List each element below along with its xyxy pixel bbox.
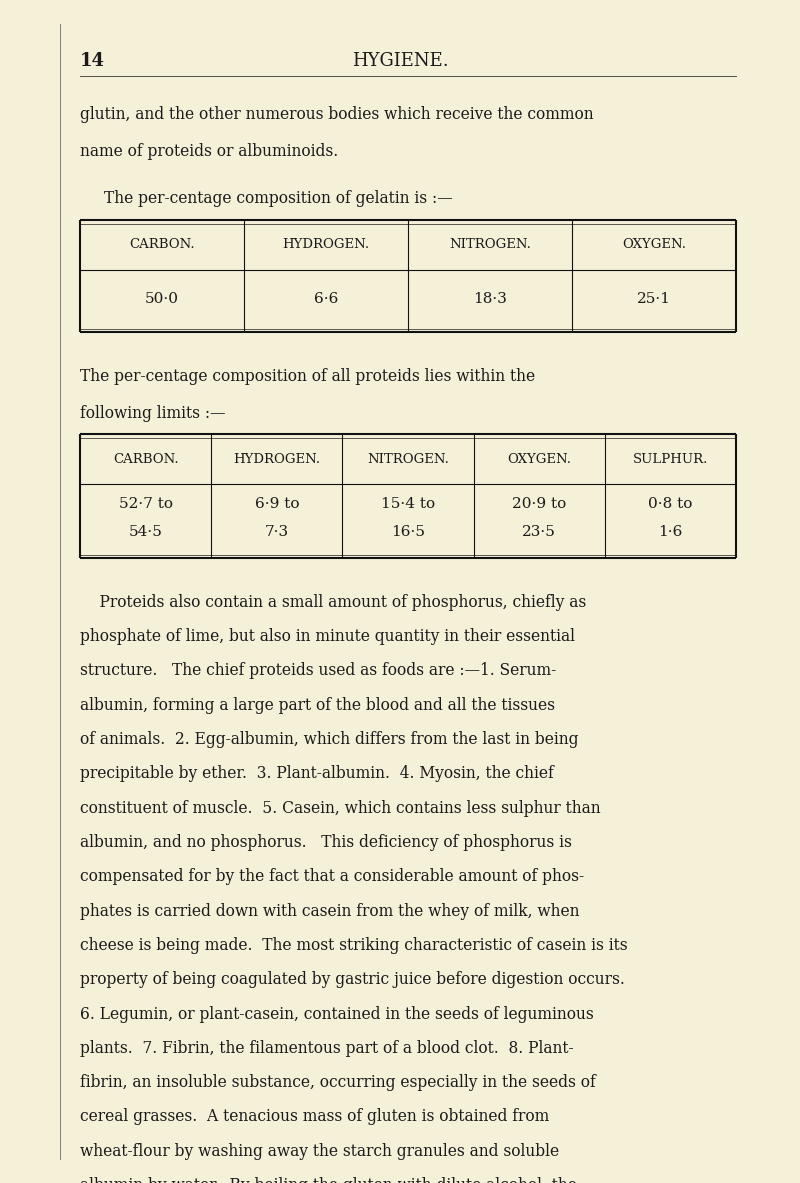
Text: HYDROGEN.: HYDROGEN. (282, 239, 370, 251)
Text: compensated for by the fact that a considerable amount of phos-: compensated for by the fact that a consi… (80, 868, 584, 885)
Text: 23·5: 23·5 (522, 525, 556, 539)
Text: NITROGEN.: NITROGEN. (449, 239, 531, 251)
Text: NITROGEN.: NITROGEN. (367, 453, 449, 465)
Text: Proteids also contain a small amount of phosphorus, chiefly as: Proteids also contain a small amount of … (80, 594, 586, 610)
Text: cereal grasses.  A tenacious mass of gluten is obtained from: cereal grasses. A tenacious mass of glut… (80, 1108, 550, 1125)
Text: SULPHUR.: SULPHUR. (633, 453, 708, 465)
Text: 6. Legumin, or plant-casein, contained in the seeds of leguminous: 6. Legumin, or plant-casein, contained i… (80, 1006, 594, 1022)
Text: 7·3: 7·3 (265, 525, 289, 539)
Text: constituent of muscle.  5. Casein, which contains less sulphur than: constituent of muscle. 5. Casein, which … (80, 800, 601, 816)
Text: 18·3: 18·3 (473, 292, 507, 306)
Text: phates is carried down with casein from the whey of milk, when: phates is carried down with casein from … (80, 903, 579, 919)
Text: 6·6: 6·6 (314, 292, 338, 306)
Text: wheat-flour by washing away the starch granules and soluble: wheat-flour by washing away the starch g… (80, 1143, 559, 1159)
Text: CARBON.: CARBON. (129, 239, 195, 251)
Text: 6·9 to: 6·9 to (254, 497, 299, 511)
Text: fibrin, an insoluble substance, occurring especially in the seeds of: fibrin, an insoluble substance, occurrin… (80, 1074, 596, 1091)
Text: plants.  7. Fibrin, the filamentous part of a blood clot.  8. Plant-: plants. 7. Fibrin, the filamentous part … (80, 1040, 574, 1056)
Text: 0·8 to: 0·8 to (648, 497, 693, 511)
Text: following limits :—: following limits :— (80, 405, 226, 421)
Text: of animals.  2. Egg-albumin, which differs from the last in being: of animals. 2. Egg-albumin, which differ… (80, 731, 578, 748)
Text: property of being coagulated by gastric juice before digestion occurs.: property of being coagulated by gastric … (80, 971, 625, 988)
Text: structure.   The chief proteids used as foods are :—1. Serum-: structure. The chief proteids used as fo… (80, 662, 556, 679)
Text: OXYGEN.: OXYGEN. (507, 453, 571, 465)
Text: 15·4 to: 15·4 to (381, 497, 435, 511)
Text: cheese is being made.  The most striking characteristic of casein is its: cheese is being made. The most striking … (80, 937, 628, 953)
Text: precipitable by ether.  3. Plant-albumin.  4. Myosin, the chief: precipitable by ether. 3. Plant-albumin.… (80, 765, 554, 782)
Text: 54·5: 54·5 (129, 525, 162, 539)
Text: HYGIENE.: HYGIENE. (352, 52, 448, 70)
Text: 50·0: 50·0 (145, 292, 179, 306)
Text: albumin by water.  By boiling the gluten with dilute alcohol, the: albumin by water. By boiling the gluten … (80, 1177, 577, 1183)
Text: The per-centage composition of gelatin is :—: The per-centage composition of gelatin i… (104, 190, 453, 207)
Text: albumin, forming a large part of the blood and all the tissues: albumin, forming a large part of the blo… (80, 697, 555, 713)
Text: 52·7 to: 52·7 to (118, 497, 173, 511)
Text: 25·1: 25·1 (637, 292, 671, 306)
Text: HYDROGEN.: HYDROGEN. (234, 453, 320, 465)
Text: name of proteids or albuminoids.: name of proteids or albuminoids. (80, 143, 338, 160)
Text: albumin, and no phosphorus.   This deficiency of phosphorus is: albumin, and no phosphorus. This deficie… (80, 834, 572, 851)
Text: glutin, and the other numerous bodies which receive the common: glutin, and the other numerous bodies wh… (80, 106, 594, 123)
Text: 14: 14 (80, 52, 105, 70)
Text: 20·9 to: 20·9 to (512, 497, 566, 511)
Text: phosphate of lime, but also in minute quantity in their essential: phosphate of lime, but also in minute qu… (80, 628, 575, 645)
Text: The per-centage composition of all proteids lies within the: The per-centage composition of all prote… (80, 368, 535, 384)
Text: 16·5: 16·5 (391, 525, 425, 539)
Text: CARBON.: CARBON. (113, 453, 178, 465)
Text: 1·6: 1·6 (658, 525, 682, 539)
Text: OXYGEN.: OXYGEN. (622, 239, 686, 251)
